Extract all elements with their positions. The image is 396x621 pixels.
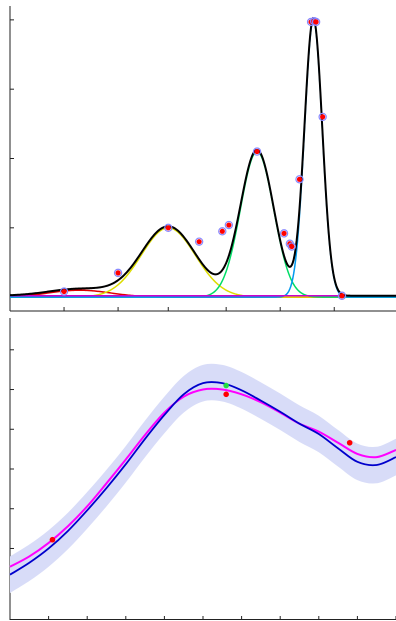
target-curve xyxy=(9,387,396,568)
data-point xyxy=(226,222,232,228)
observed-point xyxy=(223,391,229,398)
component-curve-peak_b xyxy=(10,227,396,298)
data-point-ring xyxy=(295,175,304,184)
data-point-ring xyxy=(194,237,204,246)
data-point xyxy=(165,225,171,231)
data-point-ring xyxy=(224,220,234,230)
component-curve-peak_c xyxy=(10,150,396,298)
observed-point xyxy=(346,439,353,446)
highlight-point xyxy=(223,382,229,389)
mean-curve xyxy=(9,381,396,576)
data-point xyxy=(281,230,287,236)
data-point-ring xyxy=(252,147,262,156)
data-point xyxy=(339,293,345,299)
data-point xyxy=(254,148,260,155)
data-point xyxy=(296,176,303,182)
data-point xyxy=(219,228,225,234)
data-point-ring xyxy=(59,287,69,296)
data-point xyxy=(313,19,319,25)
data-point-ring xyxy=(113,268,123,278)
observed-point xyxy=(49,536,56,543)
data-point-ring xyxy=(287,242,296,251)
data-point-ring xyxy=(318,112,327,122)
confidence-band xyxy=(10,363,396,593)
data-point-ring xyxy=(311,17,321,27)
data-point-ring xyxy=(279,229,289,238)
component-curve-peak_d xyxy=(10,19,396,298)
data-point xyxy=(196,239,202,245)
data-point xyxy=(320,114,326,120)
top-chart xyxy=(9,6,396,312)
data-point-ring xyxy=(164,223,173,233)
sum-curve xyxy=(9,16,396,297)
data-point xyxy=(115,270,121,276)
data-point-ring xyxy=(337,291,347,300)
data-point xyxy=(61,288,67,295)
bottom-chart xyxy=(9,318,396,620)
data-point xyxy=(289,243,295,250)
data-point-ring xyxy=(218,227,227,236)
